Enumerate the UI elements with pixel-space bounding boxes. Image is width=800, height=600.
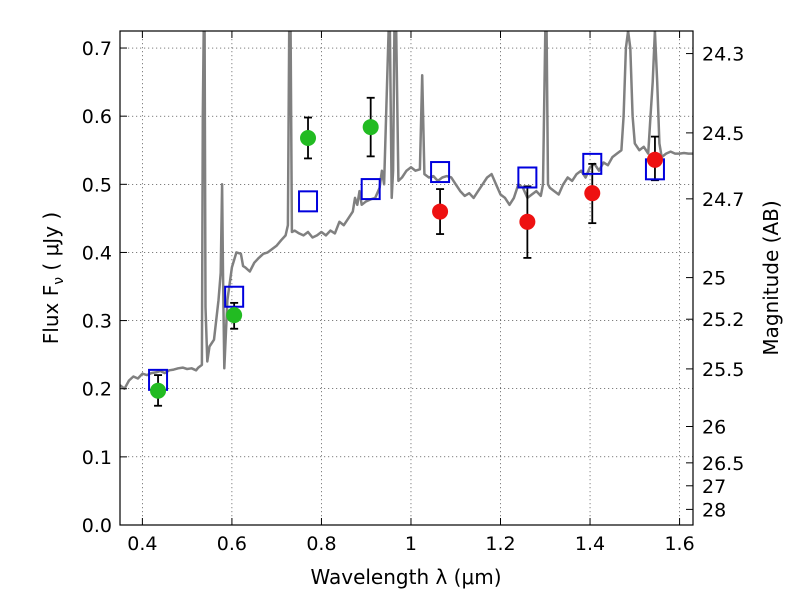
y2-tick-label: 25.5 bbox=[702, 359, 744, 381]
model-photometry-square bbox=[430, 161, 451, 184]
observed-green-point bbox=[300, 129, 317, 146]
y2-tick-label: 25 bbox=[702, 268, 726, 290]
x-tick-label: 1.4 bbox=[575, 533, 605, 555]
y2-tick-label: 26 bbox=[702, 417, 726, 439]
y-tick-label: 0.3 bbox=[82, 311, 112, 333]
model-photometry-square bbox=[582, 152, 603, 175]
observed-photometry-markers bbox=[150, 119, 663, 399]
model-photometry-markers bbox=[148, 152, 665, 391]
y-tick-label: 0.4 bbox=[82, 242, 112, 264]
model-photometry-square bbox=[517, 166, 538, 189]
y-tick-label: 0.5 bbox=[82, 174, 112, 196]
observed-red-point bbox=[584, 185, 601, 202]
y-axis-title-main: Flux F bbox=[39, 285, 63, 344]
y2-tick-label: 26.5 bbox=[702, 453, 744, 475]
y-tick-label: 0.0 bbox=[82, 515, 112, 537]
y-tick-label: 0.1 bbox=[82, 447, 112, 469]
observed-green-point bbox=[150, 382, 167, 399]
y2-tick-label: 24.7 bbox=[702, 189, 744, 211]
model-spectrum bbox=[120, 31, 693, 390]
x-tick-label: 1.2 bbox=[485, 533, 515, 555]
spectrum-line bbox=[120, 31, 693, 390]
model-photometry-square bbox=[224, 285, 245, 308]
observed-green-point bbox=[362, 119, 379, 136]
y2-tick-label: 27 bbox=[702, 476, 726, 498]
observed-red-point bbox=[646, 151, 663, 168]
y2-axis-title: Magnitude (AB) bbox=[759, 200, 783, 355]
x-tick-label: 0.8 bbox=[306, 533, 336, 555]
x-tick-label: 1 bbox=[405, 533, 417, 555]
x-tick-label: 0.4 bbox=[127, 533, 157, 555]
y-tick-label: 0.6 bbox=[82, 106, 112, 128]
observed-green-point bbox=[226, 307, 243, 324]
model-photometry-square bbox=[360, 178, 381, 201]
y-tick-label: 0.2 bbox=[82, 379, 112, 401]
y2-tick-label: 24.3 bbox=[702, 44, 744, 66]
x-tick-label: 0.6 bbox=[217, 533, 247, 555]
x-axis: 0.4 0.6 0.8 1 1.2 1.4 1.6 bbox=[127, 31, 695, 555]
observed-red-point bbox=[519, 213, 536, 230]
plot-background bbox=[120, 31, 693, 525]
y-axis-left: 0.0 0.1 0.2 0.3 0.4 0.5 0.6 0.7 bbox=[82, 38, 127, 537]
y2-tick-label: 25.2 bbox=[702, 309, 744, 331]
x-tick-label: 1.6 bbox=[664, 533, 694, 555]
y-axis-title: Flux Fν ( μJy ) bbox=[39, 212, 67, 344]
observed-red-point bbox=[432, 203, 449, 220]
y2-tick-label: 28 bbox=[702, 499, 726, 521]
x-axis-title: Wavelength λ (μm) bbox=[310, 565, 501, 589]
y2-tick-label: 24.5 bbox=[702, 123, 744, 145]
model-photometry-square bbox=[298, 190, 319, 213]
y-axis-title-subscript: ν bbox=[51, 277, 67, 285]
y-axis-title-unit: ( μJy ) bbox=[39, 212, 63, 277]
y-tick-label: 0.7 bbox=[82, 38, 112, 60]
